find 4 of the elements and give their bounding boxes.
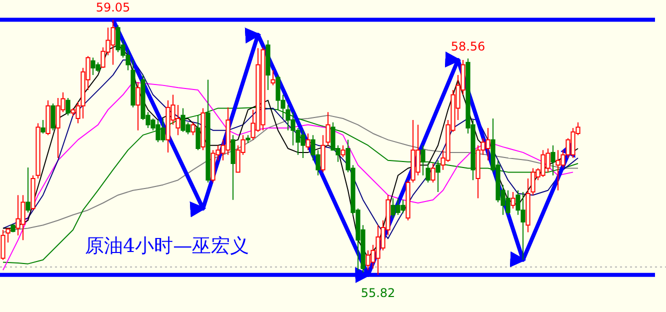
annotation: 59.05 — [96, 0, 130, 15]
title: 原油4小时—巫宏义 — [85, 235, 250, 257]
annotation: 58.56 — [450, 39, 486, 54]
annotation: 55.82 — [360, 286, 396, 300]
